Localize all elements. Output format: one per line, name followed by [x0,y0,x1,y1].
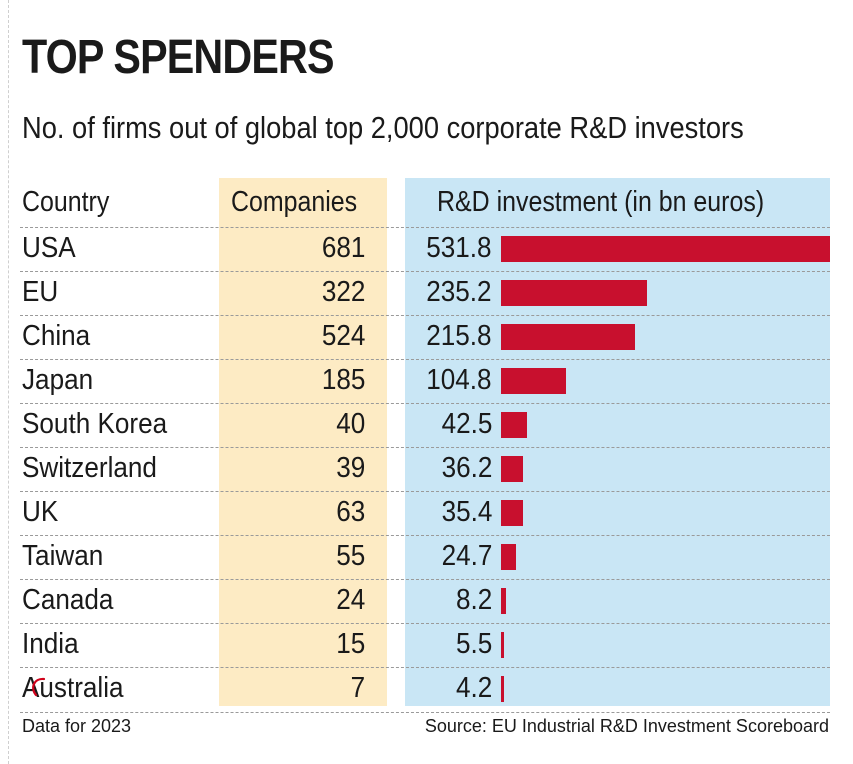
table-row: Australia 7 4.2 [20,667,830,713]
companies-value: 55 [335,540,365,572]
rd-investment-bar [501,588,507,614]
country-label: India [22,628,79,660]
header-country: Country [22,186,110,218]
country-label: Australia [22,672,124,704]
country-label: UK [22,496,59,528]
table-row: South Korea 40 42.5 [20,403,830,448]
table-row: UK 63 35.4 [20,491,830,536]
rd-investment-value: 35.4 [441,496,492,528]
companies-value: 15 [335,628,365,660]
companies-value: 40 [335,408,365,440]
country-label: USA [22,232,76,264]
footer-source: Source: EU Industrial R&D Investment Sco… [424,716,829,736]
rd-investment-value: 235.2 [426,276,492,308]
rd-investment-bar [501,456,524,482]
rd-investment-value: 42.5 [441,408,492,440]
table-row: India 15 5.5 [20,623,830,668]
chart-title: TOP SPENDERS [22,31,334,84]
table-row: EU 322 235.2 [20,271,830,316]
country-label: Canada [22,584,114,616]
companies-value: 681 [321,232,365,264]
country-label: EU [22,276,59,308]
footer-note: Data for 2023 [22,716,132,736]
rd-investment-value: 104.8 [426,364,492,396]
companies-value: 24 [335,584,365,616]
companies-value: 63 [335,496,365,528]
rd-investment-value: 4.2 [455,672,492,704]
companies-column-background [219,178,387,706]
table-row: Taiwan 55 24.7 [20,535,830,580]
rd-investment-value: 8.2 [455,584,492,616]
table-row: Canada 24 8.2 [20,579,830,624]
header-companies: Companies [231,186,358,218]
companies-value: 185 [321,364,365,396]
left-divider [8,0,9,764]
chart-subtitle: No. of firms out of global top 2,000 cor… [22,110,744,145]
rd-investment-value: 5.5 [455,628,492,660]
red-arc-mark-icon [32,677,46,697]
companies-value: 7 [350,672,365,704]
table-row: China 524 215.8 [20,315,830,360]
rd-investment-bar [501,632,505,658]
country-label: Switzerland [22,452,157,484]
country-label: Taiwan [22,540,104,572]
companies-value: 322 [321,276,365,308]
rd-column-background [405,178,830,706]
header-rd-investment: R&D investment (in bn euros) [437,186,765,218]
country-label: Japan [22,364,94,396]
rd-investment-bar [501,500,523,526]
rd-investment-value: 215.8 [426,320,492,352]
country-label: China [22,320,91,352]
rd-investment-bar [501,324,635,350]
rd-investment-bar [501,236,830,262]
rd-investment-value: 36.2 [441,452,492,484]
rd-investment-bar [501,676,504,702]
table-row: Switzerland 39 36.2 [20,447,830,492]
companies-value: 524 [321,320,365,352]
country-label: South Korea [22,408,168,440]
table-row: USA 681 531.8 [20,227,830,272]
table-row: Japan 185 104.8 [20,359,830,404]
rd-investment-bar [501,544,517,570]
rd-investment-bar [501,368,566,394]
rd-investment-bar [501,412,528,438]
rd-investment-value: 24.7 [441,540,492,572]
rd-investment-bar [501,280,647,306]
companies-value: 39 [335,452,365,484]
rd-investment-value: 531.8 [426,232,492,264]
